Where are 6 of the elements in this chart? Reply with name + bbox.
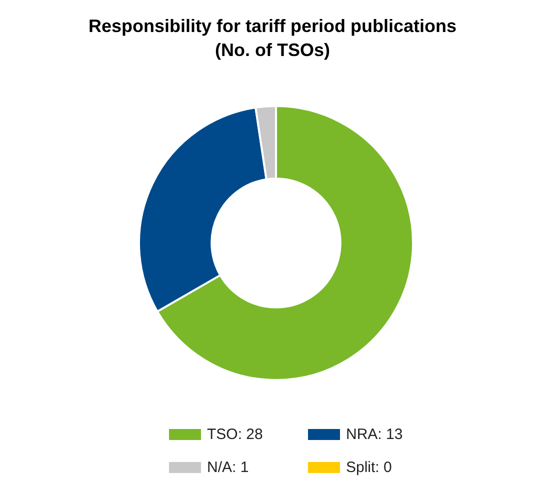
- legend-label: NRA: 13: [346, 426, 403, 443]
- chart-subtitle: (No. of TSOs): [215, 40, 330, 60]
- legend-label: TSO: 28: [207, 426, 263, 443]
- legend-label: Split: 0: [346, 459, 392, 476]
- chart-title: Responsibility for tariff period publications: [88, 16, 457, 36]
- legend-label: N/A: 1: [207, 459, 249, 476]
